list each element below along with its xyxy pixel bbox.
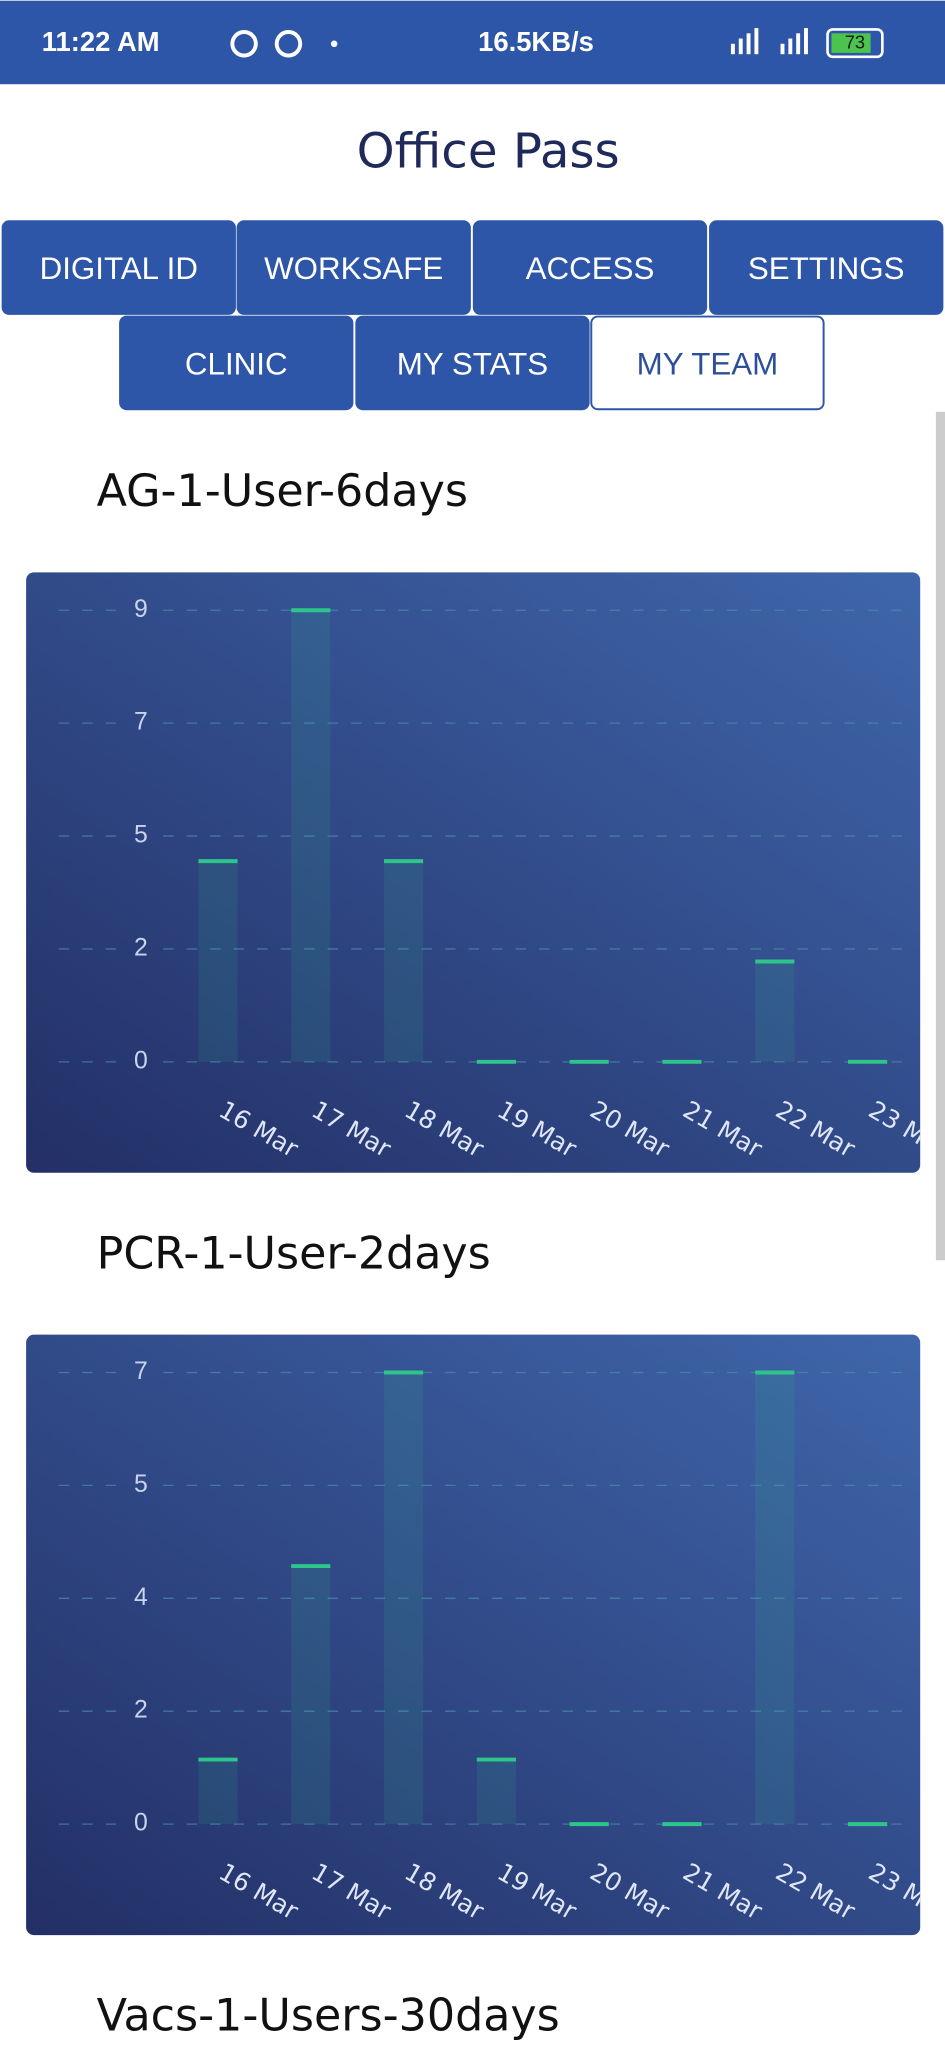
bar — [291, 610, 331, 1062]
section-title: Vacs-1-Users-30days — [97, 1991, 560, 2042]
tab-label: MY TEAM — [637, 346, 779, 381]
bar — [755, 961, 795, 1062]
y-tick-label: 2 — [134, 934, 148, 961]
battery-text: 73 — [845, 32, 865, 53]
tab-button[interactable] — [709, 220, 944, 315]
tab[interactable]: SETTINGS — [709, 220, 944, 315]
tab-button[interactable] — [472, 220, 708, 315]
bar — [198, 861, 238, 1062]
status-icon — [274, 30, 303, 58]
app-title: Office Pass — [357, 124, 620, 180]
y-tick-label: 5 — [134, 1471, 148, 1498]
tab-label: ACCESS — [526, 251, 655, 286]
bar — [476, 1759, 516, 1825]
tab-button[interactable] — [1, 220, 236, 315]
tab[interactable]: ACCESS — [472, 220, 708, 315]
section-title: PCR-1-User-2days — [97, 1228, 491, 1279]
tab-button[interactable] — [590, 315, 825, 411]
bar — [384, 861, 424, 1062]
tab-button[interactable] — [119, 315, 354, 411]
status-bar — [0, 0, 945, 85]
status-icon — [230, 30, 258, 58]
tab-label: DIGITAL ID — [40, 251, 198, 286]
chart-card — [26, 1334, 921, 1936]
y-tick-label: 0 — [134, 1047, 148, 1074]
tab-label: WORKSAFE — [264, 251, 443, 286]
y-tick-label: 0 — [134, 1810, 148, 1837]
y-tick-label: 7 — [134, 1358, 148, 1385]
bar — [198, 1759, 238, 1825]
y-tick-label: 2 — [134, 1697, 148, 1724]
tab-label: SETTINGS — [748, 251, 905, 286]
chart-card — [26, 572, 921, 1173]
status-time: 11:22 AM — [42, 26, 160, 57]
tab[interactable]: CLINIC — [119, 315, 354, 411]
tab-label: CLINIC — [185, 346, 288, 381]
status-speed: 16.5KB/s — [478, 26, 594, 57]
bar — [384, 1372, 424, 1825]
tab[interactable]: MY TEAM — [590, 315, 825, 411]
tab[interactable]: MY STATS — [355, 315, 590, 411]
scrollbar — [935, 411, 945, 1261]
tab-label: MY STATS — [397, 346, 548, 381]
bar — [291, 1566, 331, 1825]
section-title: AG-1-User-6days — [97, 466, 468, 517]
y-tick-label: 4 — [134, 1584, 148, 1611]
y-tick-label: 5 — [134, 822, 148, 849]
y-tick-label: 7 — [134, 709, 148, 736]
signal-icons — [730, 28, 808, 55]
tab-button[interactable] — [355, 315, 590, 411]
tab[interactable]: DIGITAL ID — [1, 220, 236, 315]
tab[interactable]: WORKSAFE — [236, 220, 471, 315]
status-dot — [330, 40, 338, 48]
y-tick-label: 9 — [134, 596, 148, 623]
battery-frame — [826, 28, 884, 59]
tab-button[interactable] — [236, 220, 471, 315]
battery-level — [831, 33, 871, 53]
bar — [755, 1372, 795, 1825]
